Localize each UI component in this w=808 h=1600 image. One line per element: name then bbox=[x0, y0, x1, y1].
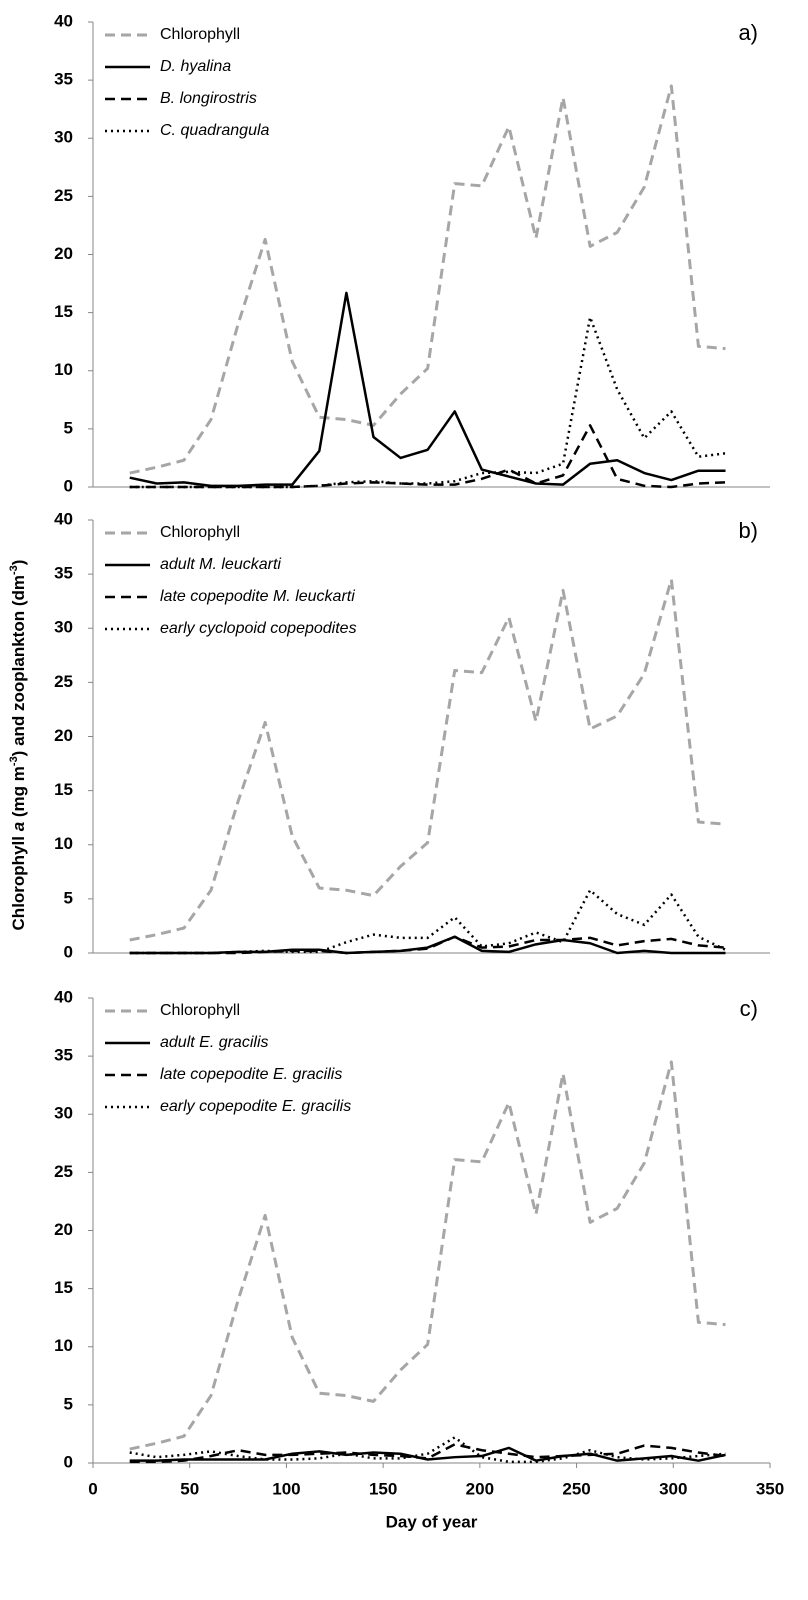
y-tick-label: 35 bbox=[54, 564, 73, 583]
x-tick-label: 350 bbox=[756, 1479, 784, 1498]
legend-label: adult M. leuckarti bbox=[160, 556, 281, 573]
y-tick-label: 20 bbox=[54, 244, 73, 263]
y-tick-label: 5 bbox=[64, 888, 73, 907]
data-line bbox=[129, 1446, 726, 1462]
y-axis-label-part: a bbox=[9, 822, 28, 831]
data-line bbox=[129, 316, 726, 489]
y-tick-label: 40 bbox=[54, 11, 73, 30]
y-tick-label: 25 bbox=[54, 186, 73, 205]
y-tick-label: 35 bbox=[54, 70, 73, 89]
data-line bbox=[129, 1443, 726, 1464]
legend-label: D. hyalina bbox=[160, 58, 231, 75]
legend-label: C. quadrangula bbox=[160, 122, 270, 139]
y-tick-label: 30 bbox=[54, 128, 73, 147]
x-tick-label: 50 bbox=[180, 1479, 199, 1498]
data-line bbox=[129, 84, 726, 475]
x-tick-label: 100 bbox=[272, 1479, 300, 1498]
y-tick-label: 15 bbox=[54, 302, 73, 321]
y-axis-label: Chlorophyll a (mg m-3) and zooplankton (… bbox=[8, 560, 29, 931]
y-tick-label: 30 bbox=[54, 618, 73, 637]
x-tick-label: 150 bbox=[369, 1479, 397, 1498]
y-tick-label: 20 bbox=[54, 726, 73, 745]
legend-label: early cyclopoid copepodites bbox=[160, 620, 357, 637]
y-tick-label: 25 bbox=[54, 672, 73, 691]
y-axis-label-part: -3 bbox=[8, 565, 20, 575]
y-tick-label: 10 bbox=[54, 360, 73, 379]
legend-label: Chlorophyll bbox=[160, 26, 240, 43]
y-axis-label-part: Chlorophyll bbox=[9, 831, 28, 930]
data-line bbox=[129, 935, 726, 955]
y-tick-label: 10 bbox=[54, 834, 73, 853]
panel-label: c) bbox=[740, 996, 758, 1021]
y-tick-label: 25 bbox=[54, 1162, 73, 1181]
y-tick-label: 0 bbox=[64, 1452, 73, 1471]
x-tick-label: 250 bbox=[562, 1479, 590, 1498]
legend-label: late copepodite E. gracilis bbox=[160, 1066, 342, 1083]
y-tick-label: 30 bbox=[54, 1104, 73, 1123]
y-axis-label-part: (mg m bbox=[9, 766, 28, 822]
y-tick-label: 5 bbox=[64, 1394, 73, 1413]
legend-label: late copepodite M. leuckarti bbox=[160, 588, 355, 605]
legend-label: Chlorophyll bbox=[160, 524, 240, 541]
y-tick-label: 15 bbox=[54, 1278, 73, 1297]
legend-label: Chlorophyll bbox=[160, 1002, 240, 1019]
y-axis-label-part: ) and zooplankton (dm bbox=[9, 575, 28, 756]
y-tick-label: 10 bbox=[54, 1336, 73, 1355]
x-tick-label: 200 bbox=[466, 1479, 494, 1498]
data-line bbox=[129, 935, 726, 955]
y-axis-label-part: -3 bbox=[8, 756, 20, 766]
panel-label: b) bbox=[738, 518, 758, 543]
data-line bbox=[129, 888, 727, 955]
y-axis-label-part: ) bbox=[9, 560, 28, 566]
y-tick-label: 15 bbox=[54, 780, 73, 799]
x-axis-label: Day of year bbox=[386, 1512, 478, 1531]
x-tick-label: 300 bbox=[659, 1479, 687, 1498]
y-tick-label: 20 bbox=[54, 1220, 73, 1239]
panel-label: a) bbox=[738, 20, 758, 45]
data-line bbox=[129, 1060, 726, 1451]
data-line bbox=[129, 1436, 726, 1464]
y-tick-label: 5 bbox=[64, 418, 73, 437]
y-tick-label: 0 bbox=[64, 476, 73, 495]
y-tick-label: 40 bbox=[54, 987, 73, 1006]
legend-label: B. longirostris bbox=[160, 90, 257, 107]
y-tick-label: 40 bbox=[54, 509, 73, 528]
legend-label: early copepodite E. gracilis bbox=[160, 1098, 351, 1115]
y-tick-label: 35 bbox=[54, 1046, 73, 1065]
data-line bbox=[129, 424, 726, 489]
x-tick-label: 0 bbox=[88, 1479, 97, 1498]
legend-label: adult E. gracilis bbox=[160, 1034, 269, 1051]
y-tick-label: 0 bbox=[64, 942, 73, 961]
data-line bbox=[129, 578, 726, 942]
